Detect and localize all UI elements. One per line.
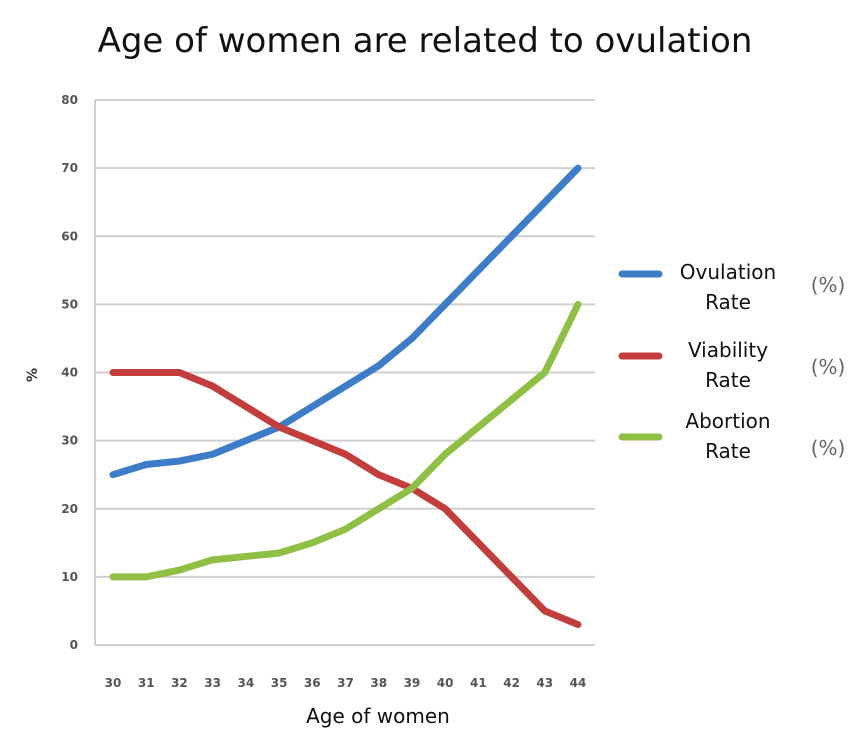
y-axis-label: %	[25, 368, 41, 382]
legend-label: Rate	[705, 368, 751, 392]
x-tick-label: 30	[105, 676, 122, 690]
y-tick-label: 70	[61, 161, 78, 175]
legend-unit: (%)	[811, 355, 846, 379]
x-tick-label: 42	[503, 676, 520, 690]
y-tick-label: 0	[70, 638, 78, 652]
legend: OvulationRate(%)ViabilityRate(%)Abortion…	[618, 260, 846, 463]
x-tick-label: 35	[271, 676, 288, 690]
x-tick-label: 43	[536, 676, 553, 690]
y-tick-label: 50	[61, 297, 78, 311]
y-axis-ticks: 0 10 20 30 40 50 60 70 80	[61, 93, 78, 652]
series-lines	[109, 164, 582, 629]
legend-item: Ovulation Rate (%)	[618, 260, 846, 314]
x-tick-label: 33	[204, 676, 221, 690]
legend-label: Abortion	[685, 409, 770, 433]
legend-label: Rate	[705, 290, 751, 314]
x-tick-label: 41	[470, 676, 487, 690]
legend-item: Viability Rate (%)	[618, 338, 846, 392]
x-tick-label: 37	[337, 676, 354, 690]
x-axis-ticks: 30 31 32 33 34 35 36 37 38 39 40 41 42 43 44	[105, 676, 587, 690]
y-tick-label: 10	[61, 570, 78, 584]
series-line-2	[109, 369, 582, 629]
x-tick-label: 32	[171, 676, 188, 690]
x-tick-label: 34	[238, 676, 255, 690]
x-tick-label: 40	[437, 676, 454, 690]
y-tick-label: 60	[61, 229, 78, 243]
x-tick-label: 31	[138, 676, 155, 690]
x-tick-label: 36	[304, 676, 321, 690]
y-tick-label: 20	[61, 502, 78, 516]
x-axis-label: Age of women	[306, 704, 450, 728]
x-tick-label: 44	[570, 676, 587, 690]
x-tick-label: 38	[370, 676, 387, 690]
axes	[94, 100, 595, 646]
legend-item: Abortion Rate (%)	[618, 409, 846, 463]
legend-unit: (%)	[811, 436, 846, 460]
grid	[95, 99, 595, 578]
series-line-1	[109, 164, 582, 479]
y-tick-label: 40	[61, 366, 78, 380]
y-tick-label: 80	[61, 93, 78, 107]
legend-label: Viability	[688, 338, 768, 362]
legend-unit: (%)	[811, 273, 846, 297]
legend-label: Ovulation	[680, 260, 776, 284]
y-tick-label: 30	[61, 434, 78, 448]
legend-label: Rate	[705, 439, 751, 463]
x-tick-label: 39	[404, 676, 421, 690]
chart-title: Age of women are related to ovulation	[98, 21, 753, 61]
